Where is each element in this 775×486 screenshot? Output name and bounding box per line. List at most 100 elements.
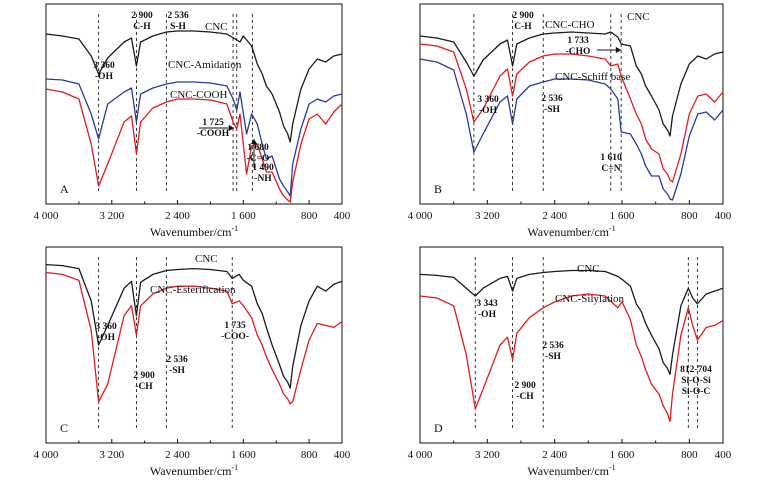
x-tick-label: 400 bbox=[715, 449, 732, 461]
plot-frame bbox=[419, 3, 724, 205]
series-line-cnc bbox=[45, 30, 343, 143]
x-tick-label: 4 000 bbox=[34, 210, 59, 222]
series-line-cnc-silylation bbox=[419, 293, 724, 423]
peak-annotation-label: 1 610 bbox=[600, 153, 622, 163]
series-line-cnc-schiff-base bbox=[419, 58, 724, 201]
series-line-cnc-esterification bbox=[45, 271, 343, 405]
panel-C: CNC CNC-Esterification 3 360-OH 2 900-CH 2 5… bbox=[34, 246, 351, 478]
peak-annotation-label: 3 360 bbox=[477, 95, 499, 105]
arrow-cho-head bbox=[615, 46, 621, 54]
panel-B: CNC CNC-CHO CNC-Schiff base 3 360-OH 2 900C-… bbox=[408, 3, 732, 239]
peak-annotation-label: 1 735 bbox=[224, 321, 246, 331]
peak-annotation-label: 3 343 bbox=[476, 299, 498, 309]
x-axis-title: Wavenumber/cm-1 bbox=[527, 463, 615, 478]
series-label: CNC-Amidation bbox=[168, 59, 242, 71]
x-axis-title: Wavenumber/cm-1 bbox=[150, 224, 238, 239]
series-label: CNC-Esterification bbox=[150, 284, 236, 296]
series-label: CNC bbox=[195, 253, 218, 265]
peak-annotation-label: -C=O bbox=[247, 154, 270, 164]
peak-annotation-label: 2 536 bbox=[541, 94, 563, 104]
series-label: CNC bbox=[577, 263, 600, 275]
series-line-cnc bbox=[419, 269, 724, 376]
peak-annotation-label: -CH bbox=[516, 392, 534, 402]
series-label: CNC-Schiff base bbox=[555, 71, 630, 83]
series-label: CNC-COOH bbox=[170, 89, 228, 101]
x-tick-label: 1 600 bbox=[610, 210, 635, 222]
x-tick-label: 2 400 bbox=[165, 449, 190, 461]
peak-annotation-label: -NH bbox=[254, 174, 272, 184]
arrow-cooh-head bbox=[228, 124, 234, 132]
series-line-cnc-amidation bbox=[45, 78, 343, 197]
x-tick-label: 2 400 bbox=[165, 210, 190, 222]
x-tick-label: 1 600 bbox=[231, 210, 256, 222]
peak-annotation-label: S-H bbox=[170, 22, 186, 32]
peak-annotation-label: -CH bbox=[135, 382, 153, 392]
x-tick-label: 800 bbox=[301, 210, 318, 222]
peak-annotation-label: -SH bbox=[544, 105, 560, 115]
peak-annotation-label: 2 536 bbox=[166, 355, 188, 365]
series-label: CNC bbox=[205, 21, 228, 33]
peak-annotation-label: -SH bbox=[169, 366, 185, 376]
peak-annotation-label: 2 900 bbox=[133, 371, 155, 381]
peak-annotation-label: 1 490 bbox=[252, 163, 274, 173]
peak-annotation-label: 2 536 bbox=[542, 341, 564, 351]
x-axis-title: Wavenumber/cm-1 bbox=[527, 224, 615, 239]
x-tick-label: 400 bbox=[334, 210, 351, 222]
x-tick-label: 2 400 bbox=[542, 449, 567, 461]
x-tick-label: 800 bbox=[681, 210, 698, 222]
x-tick-label: 4 000 bbox=[34, 449, 59, 461]
peak-annotation-label: -CHO bbox=[566, 47, 591, 57]
plot-frame bbox=[419, 246, 724, 444]
peak-annotation-label: -OH bbox=[478, 310, 497, 320]
peak-annotation-label: -OH bbox=[95, 72, 114, 82]
x-tick-label: 800 bbox=[681, 449, 698, 461]
peak-annotation-label: -COOH bbox=[197, 129, 230, 139]
peak-annotation-label: 3 360 bbox=[93, 61, 115, 71]
series-line-cnc bbox=[45, 263, 343, 389]
x-tick-label: 2 400 bbox=[542, 210, 567, 222]
x-tick-label: 400 bbox=[334, 449, 351, 461]
x-tick-label: 400 bbox=[715, 210, 732, 222]
panel-letter: B bbox=[434, 182, 442, 196]
x-tick-label: 4 000 bbox=[408, 449, 433, 461]
panel-letter: C bbox=[60, 421, 68, 435]
arrow-nh-head bbox=[250, 139, 258, 145]
panel-letter: D bbox=[434, 421, 443, 435]
panel-letter: A bbox=[60, 182, 69, 196]
series-label: CNC bbox=[627, 11, 650, 23]
x-tick-label: 1 600 bbox=[231, 449, 256, 461]
peak-annotation-label: 1 725 bbox=[202, 118, 224, 128]
peak-annotation-label: -COO- bbox=[221, 332, 249, 342]
peak-annotation-label: C-H bbox=[514, 22, 532, 32]
x-tick-label: 3 200 bbox=[99, 210, 124, 222]
peak-annotation-label: 812-704 bbox=[680, 365, 712, 375]
x-axis-title: Wavenumber/cm-1 bbox=[150, 463, 238, 478]
peak-annotation-label: C-H bbox=[133, 22, 151, 32]
peak-annotation-label: 1 680 bbox=[247, 143, 269, 153]
x-tick-label: 4 000 bbox=[408, 210, 433, 222]
x-tick-label: 1 600 bbox=[610, 449, 635, 461]
peak-annotation-label: -SH bbox=[545, 352, 561, 362]
plot-frame bbox=[45, 246, 343, 444]
peak-annotation-label: 2 900 bbox=[131, 11, 153, 21]
series-line-cnc-cho bbox=[419, 43, 724, 183]
peak-annotation-label: 2 900 bbox=[514, 381, 536, 391]
x-tick-label: 3 200 bbox=[475, 210, 500, 222]
peak-annotation-label: Si-O-Si bbox=[681, 376, 711, 386]
peak-annotation-label: 2 536 bbox=[167, 11, 189, 21]
series-label: CNC-CHO bbox=[545, 19, 595, 31]
peak-annotation-label: Si-O-C bbox=[682, 387, 711, 397]
series-line-cnc-cooh bbox=[45, 88, 343, 203]
peak-annotation-label: 2 900 bbox=[512, 11, 534, 21]
peak-annotation-label: 3 360 bbox=[95, 322, 117, 332]
peak-annotation-label: C=N bbox=[601, 164, 620, 174]
peak-annotation-label: -OH bbox=[479, 106, 498, 116]
x-tick-label: 3 200 bbox=[475, 449, 500, 461]
series-line-cnc bbox=[419, 31, 724, 137]
x-tick-label: 800 bbox=[301, 449, 318, 461]
peak-annotation-label: -OH bbox=[97, 333, 116, 343]
x-tick-label: 3 200 bbox=[99, 449, 124, 461]
panel-A: CNC CNC-Amidation CNC-COOH 3 360-OH 2 900C-H… bbox=[34, 3, 351, 239]
panel-D: CNC CNC-Silylation 3 343-OH 2 900-CH 2 536-S… bbox=[408, 246, 732, 478]
